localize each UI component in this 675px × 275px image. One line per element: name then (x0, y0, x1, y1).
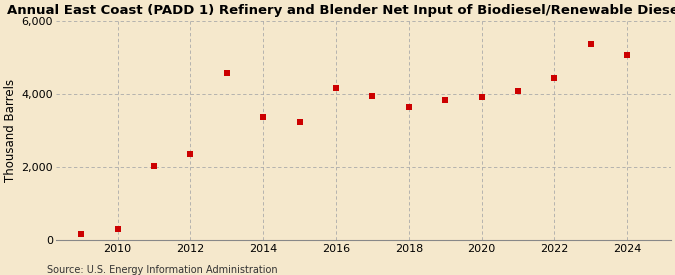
Title: Annual East Coast (PADD 1) Refinery and Blender Net Input of Biodiesel/Renewable: Annual East Coast (PADD 1) Refinery and … (7, 4, 675, 17)
Point (585, 42, 596, 46)
Point (476, 95, 487, 99)
Point (258, 115, 269, 119)
Point (367, 94, 378, 98)
Point (185, 152, 196, 156)
Point (221, 71, 232, 75)
Point (549, 76, 560, 81)
Point (331, 86, 342, 90)
Text: Source: U.S. Energy Information Administration: Source: U.S. Energy Information Administ… (47, 265, 278, 275)
Point (440, 98, 451, 103)
Point (622, 53, 632, 57)
Y-axis label: Thousand Barrels: Thousand Barrels (4, 79, 17, 182)
Point (294, 120, 305, 125)
Point (404, 105, 414, 109)
Point (76, 232, 86, 236)
Point (512, 89, 523, 94)
Point (112, 227, 123, 231)
Point (148, 164, 159, 168)
